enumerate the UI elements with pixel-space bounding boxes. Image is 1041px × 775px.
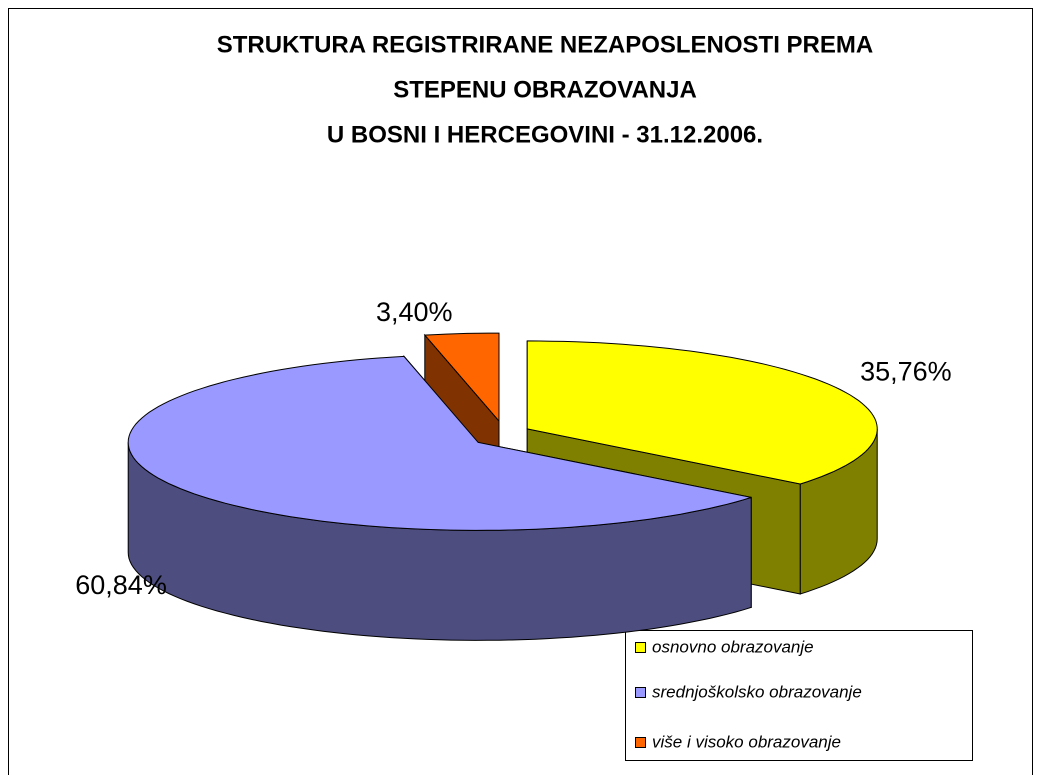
slice [423,332,500,423]
pie-walls [127,428,878,641]
legend-swatch [635,737,646,748]
legend-box [625,630,973,761]
data-label: 35,76% [860,357,952,387]
legend-label: srednjoškolsko obrazovanje [652,682,862,701]
legend-swatch [635,642,646,653]
legend-label: više i visoko obrazovanje [652,732,841,751]
pie-tops [127,332,878,531]
slice [526,340,878,485]
slice [127,355,752,531]
chart-title: STEPENU OBRAZOVANJA [393,76,697,103]
chart-title: U BOSNI I HERCEGOVINI - 31.12.2006. [327,121,763,148]
data-label: 60,84% [75,570,167,600]
data-label: 3,40% [376,297,453,327]
chart-title: STRUKTURA REGISTRIRANE NEZAPOSLENOSTI PR… [217,31,873,58]
legend-label: osnovno obrazovanje [652,637,814,656]
legend-swatch [635,687,646,698]
